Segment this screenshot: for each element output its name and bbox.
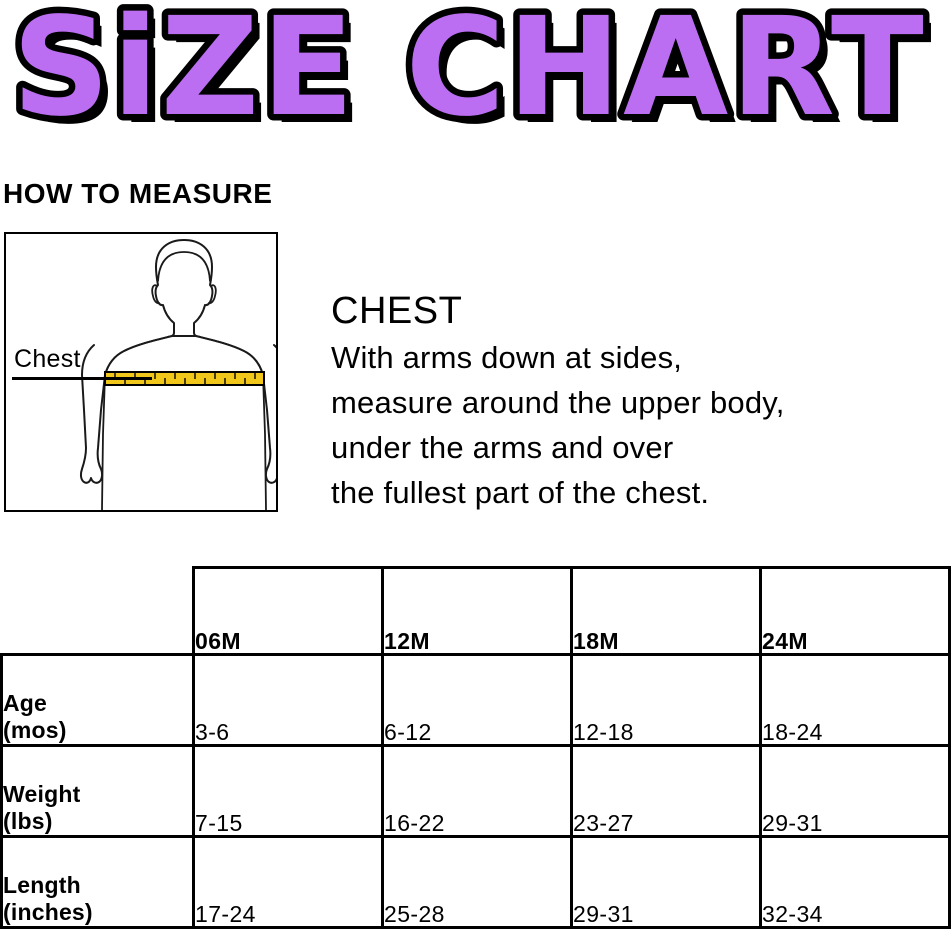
table-row-label-weight: Weight (lbs) xyxy=(0,744,195,838)
measuring-tape-ticks xyxy=(114,372,256,385)
row-label-name: Age xyxy=(3,690,48,716)
body-diagram-icon xyxy=(79,239,276,510)
size-table-container: 06M 12M 18M 24M Age (mos) 3-6 6-12 12-18… xyxy=(0,566,951,929)
table-header-row: 06M 12M 18M 24M xyxy=(1,566,951,656)
table-column-header-18m: 18M xyxy=(570,566,762,656)
page-title-banner: SiZE CHART SiZE CHART xyxy=(0,0,952,150)
chest-description-line-4: the fullest part of the chest. xyxy=(331,475,710,510)
table-cell-weight-18m: 23-27 xyxy=(570,744,762,838)
page-title: SiZE CHART xyxy=(12,0,926,147)
chest-leader-line xyxy=(12,377,152,380)
chest-callout-label: Chest xyxy=(14,345,81,373)
table-cell-length-18m: 29-31 xyxy=(570,835,762,929)
size-table: 06M 12M 18M 24M Age (mos) 3-6 6-12 12-18… xyxy=(0,566,951,929)
table-row-label-age: Age (mos) xyxy=(0,653,195,747)
table-cell-age-24m: 18-24 xyxy=(759,653,951,747)
table-row: Length (inches) 17-24 25-28 29-31 32-34 xyxy=(0,835,951,929)
row-label-name: Weight xyxy=(3,781,81,807)
chest-description-block: CHEST With arms down at sides, measure a… xyxy=(331,289,931,515)
table-column-header-12m: 12M xyxy=(381,566,573,656)
chest-description-line-2: measure around the upper body, xyxy=(331,385,785,420)
table-corner-cell xyxy=(1,567,194,655)
table-column-header-06m: 06M xyxy=(192,566,384,656)
table-cell-length-12m: 25-28 xyxy=(381,835,573,929)
how-to-measure-heading: HOW TO MEASURE xyxy=(3,178,273,209)
table-row-label-length: Length (inches) xyxy=(0,835,195,929)
row-label-unit: (lbs) xyxy=(3,808,53,834)
table-cell-weight-12m: 16-22 xyxy=(381,744,573,838)
table-cell-length-24m: 32-34 xyxy=(759,835,951,929)
chest-description-title: CHEST xyxy=(331,290,463,332)
row-label-name: Length xyxy=(3,872,81,898)
table-cell-age-12m: 6-12 xyxy=(381,653,573,747)
table-column-header-24m: 24M xyxy=(759,566,951,656)
table-row: Age (mos) 3-6 6-12 12-18 18-24 xyxy=(0,653,951,747)
row-label-unit: (mos) xyxy=(3,717,67,743)
row-label-unit: (inches) xyxy=(3,899,93,925)
table-cell-length-06m: 17-24 xyxy=(192,835,384,929)
table-cell-weight-24m: 29-31 xyxy=(759,744,951,838)
chest-description-line-3: under the arms and over xyxy=(331,430,674,465)
table-cell-weight-06m: 7-15 xyxy=(192,744,384,838)
table-cell-age-18m: 12-18 xyxy=(570,653,762,747)
table-cell-age-06m: 3-6 xyxy=(192,653,384,747)
chest-description-line-1: With arms down at sides, xyxy=(331,340,683,375)
table-row: Weight (lbs) 7-15 16-22 23-27 29-31 xyxy=(0,744,951,838)
title-graphic: SiZE CHART SiZE CHART xyxy=(6,0,934,150)
page-title-shadow: SiZE CHART xyxy=(20,0,934,150)
measurement-figure-box xyxy=(4,232,278,512)
